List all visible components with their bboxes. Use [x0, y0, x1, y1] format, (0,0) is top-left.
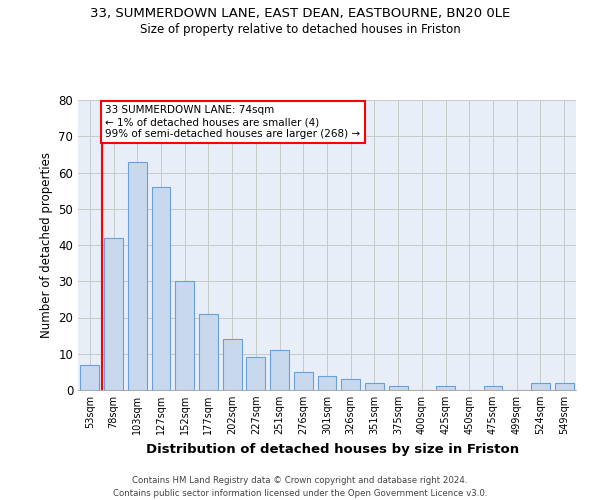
Bar: [294, 372, 313, 390]
Text: Size of property relative to detached houses in Friston: Size of property relative to detached ho…: [140, 22, 460, 36]
Bar: [531, 383, 550, 390]
Bar: [80, 364, 100, 390]
Bar: [104, 238, 123, 390]
Y-axis label: Number of detached properties: Number of detached properties: [40, 152, 53, 338]
Bar: [389, 386, 407, 390]
Text: 33 SUMMERDOWN LANE: 74sqm
← 1% of detached houses are smaller (4)
99% of semi-de: 33 SUMMERDOWN LANE: 74sqm ← 1% of detach…: [105, 106, 361, 138]
Bar: [365, 383, 384, 390]
Text: Contains public sector information licensed under the Open Government Licence v3: Contains public sector information licen…: [113, 489, 487, 498]
Bar: [223, 339, 242, 390]
Bar: [436, 386, 455, 390]
Bar: [128, 162, 147, 390]
Text: Contains HM Land Registry data © Crown copyright and database right 2024.: Contains HM Land Registry data © Crown c…: [132, 476, 468, 485]
Bar: [247, 358, 265, 390]
Text: 33, SUMMERDOWN LANE, EAST DEAN, EASTBOURNE, BN20 0LE: 33, SUMMERDOWN LANE, EAST DEAN, EASTBOUR…: [90, 8, 510, 20]
Bar: [341, 379, 360, 390]
Text: Distribution of detached houses by size in Friston: Distribution of detached houses by size …: [146, 442, 520, 456]
Bar: [175, 281, 194, 390]
Bar: [199, 314, 218, 390]
Bar: [270, 350, 289, 390]
Bar: [317, 376, 337, 390]
Bar: [484, 386, 502, 390]
Bar: [152, 187, 170, 390]
Bar: [554, 383, 574, 390]
